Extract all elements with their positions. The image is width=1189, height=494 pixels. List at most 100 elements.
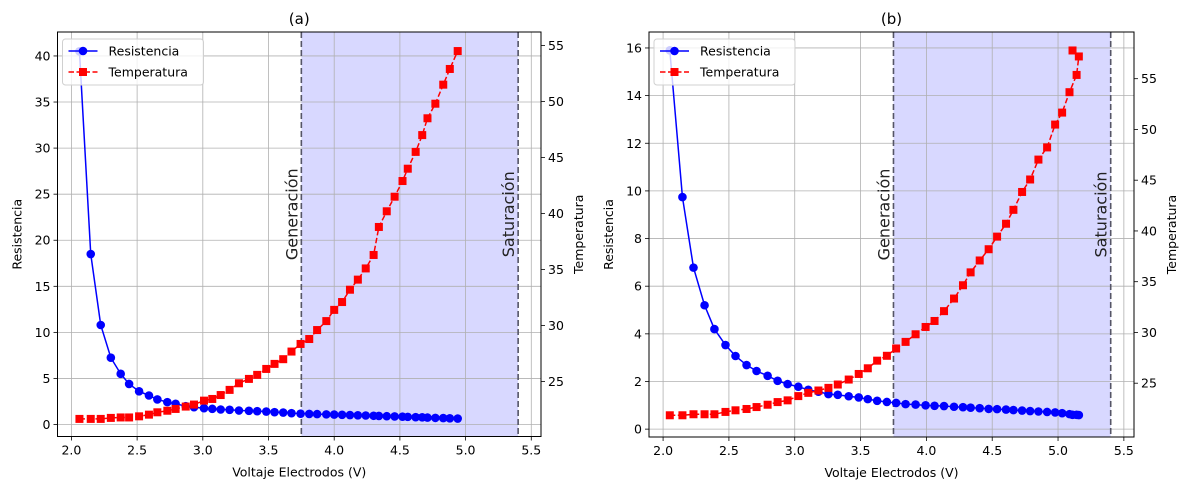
x-tick-label: 2.5 <box>719 443 739 458</box>
data-point-temperatura <box>930 316 939 325</box>
x-tick-label: 4.5 <box>390 443 410 458</box>
data-point-resistencia <box>1009 405 1018 415</box>
data-point-resistencia <box>423 413 432 422</box>
data-point-resistencia <box>361 411 371 420</box>
y-right-tick-label: 40 <box>1141 223 1157 238</box>
y-right-tick-label: 25 <box>548 374 564 389</box>
y-tick-label: 35 <box>35 95 51 110</box>
data-point-temperatura <box>1074 52 1083 61</box>
data-point-temperatura <box>752 403 761 412</box>
data-point-temperatura <box>940 307 949 316</box>
data-point-resistencia <box>382 411 392 421</box>
data-point-temperatura <box>305 335 314 344</box>
data-point-resistencia <box>742 360 751 370</box>
data-point-temperatura <box>374 222 383 231</box>
data-point-temperatura <box>361 264 370 273</box>
legend-marker-circle <box>78 46 88 56</box>
data-point-resistencia <box>1057 408 1067 418</box>
data-point-resistencia <box>345 410 355 420</box>
y-tick-label: 25 <box>35 187 51 202</box>
data-point-resistencia <box>731 351 740 361</box>
data-point-temperatura <box>921 322 930 331</box>
series-line-temperatura <box>79 50 459 420</box>
data-point-temperatura <box>369 250 378 259</box>
legend-label: Temperatura <box>699 65 779 80</box>
data-point-resistencia <box>939 401 949 411</box>
data-point-temperatura <box>833 380 842 389</box>
data-point-temperatura <box>794 392 803 401</box>
data-point-resistencia <box>144 391 154 400</box>
data-point-resistencia <box>1050 408 1060 417</box>
data-point-temperatura <box>1068 46 1077 55</box>
data-point-temperatura <box>873 356 882 365</box>
y-right-tick-label: 50 <box>548 94 564 109</box>
data-point-resistencia <box>453 414 463 423</box>
data-point-temperatura <box>854 369 863 378</box>
data-point-resistencia <box>783 379 792 389</box>
data-point-resistencia <box>1034 407 1043 416</box>
data-point-temperatura <box>1002 219 1011 228</box>
data-point-temperatura <box>181 402 190 411</box>
x-tick-label: 3.0 <box>785 443 805 458</box>
data-point-temperatura <box>993 232 1002 241</box>
data-point-resistencia <box>96 320 106 330</box>
data-point-resistencia <box>1068 410 1077 420</box>
data-point-temperatura <box>882 351 891 360</box>
data-point-temperatura <box>731 406 740 415</box>
data-point-resistencia <box>390 412 399 421</box>
data-point-temperatura <box>1043 143 1052 152</box>
data-point-temperatura <box>199 396 208 405</box>
data-point-temperatura <box>171 404 180 413</box>
y-right-tick-label: 55 <box>548 38 564 53</box>
data-point-resistencia <box>1025 406 1035 416</box>
data-point-resistencia <box>1074 410 1084 420</box>
data-point-resistencia <box>329 410 339 419</box>
data-point-resistencia <box>252 406 262 416</box>
data-point-resistencia <box>872 396 882 406</box>
y-tick-label: 6 <box>634 279 642 294</box>
data-point-resistencia <box>261 407 271 416</box>
data-point-temperatura <box>1058 108 1067 117</box>
region-label: Generación <box>282 168 301 260</box>
data-point-temperatura <box>892 344 901 353</box>
y-tick-label: 4 <box>634 326 642 341</box>
data-point-resistencia <box>438 413 448 423</box>
data-point-resistencia <box>353 411 363 420</box>
y-tick-label: 40 <box>35 48 51 63</box>
data-point-resistencia <box>901 399 910 409</box>
legend-box <box>62 38 204 86</box>
data-point-temperatura <box>313 326 322 335</box>
data-point-temperatura <box>700 410 709 419</box>
data-point-resistencia <box>752 366 761 376</box>
data-point-resistencia <box>234 406 244 415</box>
y-tick-label: 16 <box>626 40 642 55</box>
data-point-resistencia <box>678 192 687 202</box>
data-point-temperatura <box>287 347 296 356</box>
data-point-resistencia <box>763 371 772 381</box>
y-right-tick-label: 40 <box>548 206 564 221</box>
data-point-temperatura <box>135 412 144 421</box>
data-point-resistencia <box>374 411 384 421</box>
x-tick-label: 3.5 <box>851 443 871 458</box>
data-point-temperatura <box>163 406 172 415</box>
y-axis-label: Resistencia <box>10 199 25 270</box>
data-point-temperatura <box>96 414 105 423</box>
y-tick-label: 10 <box>35 325 51 340</box>
data-point-resistencia <box>278 408 288 417</box>
data-point-temperatura <box>411 147 420 156</box>
data-point-resistencia <box>86 249 96 259</box>
x-tick-label: 5.0 <box>456 443 476 458</box>
region-label: Saturación <box>1092 172 1111 258</box>
data-point-temperatura <box>390 192 399 201</box>
y-tick-label: 2 <box>634 374 642 389</box>
data-point-temperatura <box>270 359 279 368</box>
data-point-temperatura <box>911 330 920 339</box>
data-point-temperatura <box>984 245 993 254</box>
data-point-resistencia <box>106 353 116 363</box>
legend-box <box>653 38 796 86</box>
data-point-temperatura <box>216 391 225 400</box>
data-point-resistencia <box>882 397 892 407</box>
data-point-temperatura <box>190 400 199 409</box>
data-point-resistencia <box>163 397 172 407</box>
